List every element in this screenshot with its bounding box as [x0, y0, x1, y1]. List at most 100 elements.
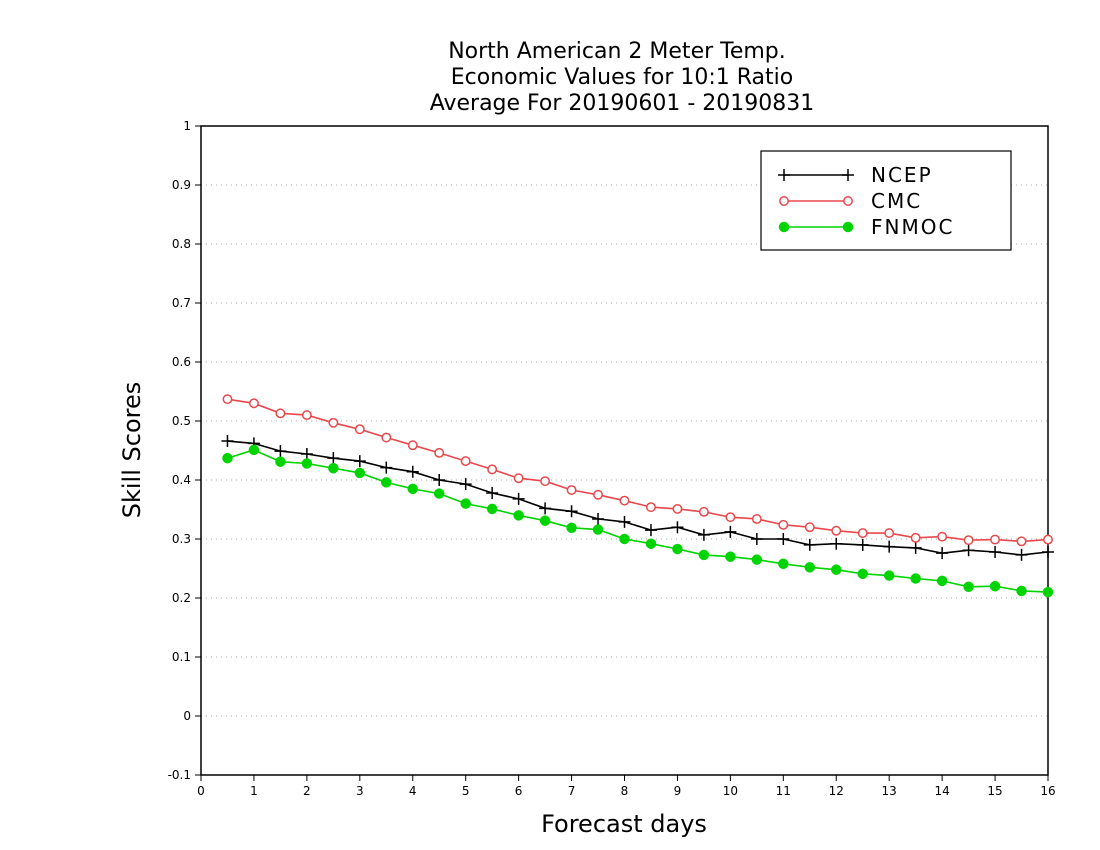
data-point-fnmoc — [381, 477, 392, 488]
data-point-ncep — [459, 478, 472, 491]
legend-marker-ncep — [778, 169, 790, 181]
data-point-ncep — [353, 455, 366, 468]
data-point-cmc — [990, 534, 1001, 545]
x-tick-label: 10 — [723, 784, 738, 798]
x-tick-label: 13 — [882, 784, 897, 798]
data-point-cmc — [354, 424, 365, 435]
legend-marker-cmc — [843, 196, 853, 206]
data-point-cmc — [698, 506, 709, 517]
legend-label-cmc: CMC — [871, 189, 922, 213]
data-point-ncep — [274, 445, 287, 458]
data-point-fnmoc — [248, 444, 260, 456]
data-point-ncep — [486, 486, 499, 499]
series — [221, 394, 1054, 598]
data-point-fnmoc — [433, 488, 445, 499]
legend-label-fnmoc: FNMOC — [871, 215, 954, 239]
data-point-fnmoc — [857, 568, 868, 580]
data-point-ncep — [565, 505, 578, 518]
data-point-fnmoc — [539, 515, 551, 526]
x-tick-label: 14 — [934, 784, 949, 798]
data-point-cmc — [301, 410, 312, 421]
title-line-2: Economic Values for 10:1 Ratio — [451, 65, 793, 90]
y-tick-label: 0.7 — [172, 296, 191, 310]
data-point-cmc — [328, 417, 339, 428]
data-point-cmc — [778, 519, 789, 530]
legend-label-ncep: NCEP — [871, 163, 933, 187]
x-tick-label: 16 — [1040, 784, 1055, 798]
data-point-cmc — [831, 525, 842, 536]
data-point-ncep — [989, 545, 1002, 558]
data-point-cmc — [593, 489, 603, 500]
x-tick-label: 7 — [568, 784, 576, 798]
y-tick-label: 0.3 — [172, 532, 191, 546]
data-point-cmc — [619, 495, 630, 506]
data-point-ncep — [856, 538, 869, 551]
y-tick-label: 0.9 — [172, 178, 191, 192]
x-tick-label: 12 — [829, 784, 844, 798]
y-tick-label: 0.1 — [172, 650, 191, 664]
data-point-fnmoc — [460, 498, 471, 509]
y-tick-label: 0.4 — [172, 473, 191, 487]
legend-marker-cmc — [779, 196, 789, 206]
data-point-cmc — [566, 485, 577, 495]
data-point-fnmoc — [301, 458, 313, 469]
data-point-cmc — [646, 502, 656, 513]
data-point-fnmoc — [698, 549, 710, 561]
data-point-cmc — [248, 398, 259, 409]
data-point-fnmoc — [936, 575, 948, 587]
x-tick-label: 8 — [621, 784, 629, 798]
data-point-cmc — [381, 432, 392, 443]
data-point-ncep — [644, 524, 657, 537]
data-point-cmc — [460, 456, 471, 467]
data-point-fnmoc — [963, 581, 974, 593]
data-point-fnmoc — [910, 573, 921, 584]
data-point-ncep — [883, 540, 896, 553]
data-point-cmc — [804, 522, 815, 533]
data-point-cmc — [884, 528, 895, 539]
data-point-ncep — [327, 452, 340, 465]
x-tick-label: 5 — [462, 784, 470, 798]
data-point-fnmoc — [1042, 586, 1054, 598]
data-point-cmc — [407, 440, 418, 451]
x-tick-label: 11 — [776, 784, 791, 798]
data-point-fnmoc — [804, 562, 816, 573]
data-point-ncep — [777, 533, 790, 545]
data-point-fnmoc — [672, 543, 683, 555]
y-tick-label: 0.6 — [172, 355, 191, 369]
x-axis-title: Forecast days — [541, 810, 707, 838]
data-point-cmc — [222, 394, 233, 405]
data-point-ncep — [592, 512, 605, 525]
data-point-fnmoc — [778, 558, 789, 570]
data-point-ncep — [539, 502, 552, 515]
data-point-cmc — [513, 473, 524, 484]
y-tick-label: 0 — [183, 709, 191, 723]
data-point-ncep — [697, 528, 710, 541]
data-point-fnmoc — [592, 524, 604, 535]
data-point-fnmoc — [831, 564, 842, 575]
data-point-fnmoc — [354, 467, 366, 479]
data-point-ncep — [433, 474, 446, 486]
data-point-cmc — [725, 512, 736, 523]
y-tick-label: -0.1 — [168, 768, 191, 782]
x-tick-label: 9 — [674, 784, 682, 798]
x-tick-label: 4 — [409, 784, 417, 798]
series-line-cmc — [227, 398, 1049, 543]
data-point-ncep — [909, 541, 922, 554]
data-point-fnmoc — [1016, 585, 1027, 597]
data-point-ncep — [1015, 548, 1028, 561]
data-point-fnmoc — [222, 452, 233, 464]
data-point-cmc — [487, 464, 498, 475]
data-point-cmc — [275, 408, 286, 419]
data-point-cmc — [937, 531, 948, 542]
data-point-cmc — [857, 528, 868, 539]
data-point-fnmoc — [328, 462, 339, 474]
data-point-cmc — [434, 447, 445, 458]
data-point-fnmoc — [275, 456, 286, 467]
data-point-ncep — [724, 525, 737, 538]
data-point-ncep — [830, 537, 843, 550]
data-point-fnmoc — [407, 483, 418, 495]
data-point-fnmoc — [513, 510, 524, 521]
data-point-cmc — [751, 513, 762, 524]
legend-marker-fnmoc — [778, 221, 790, 233]
